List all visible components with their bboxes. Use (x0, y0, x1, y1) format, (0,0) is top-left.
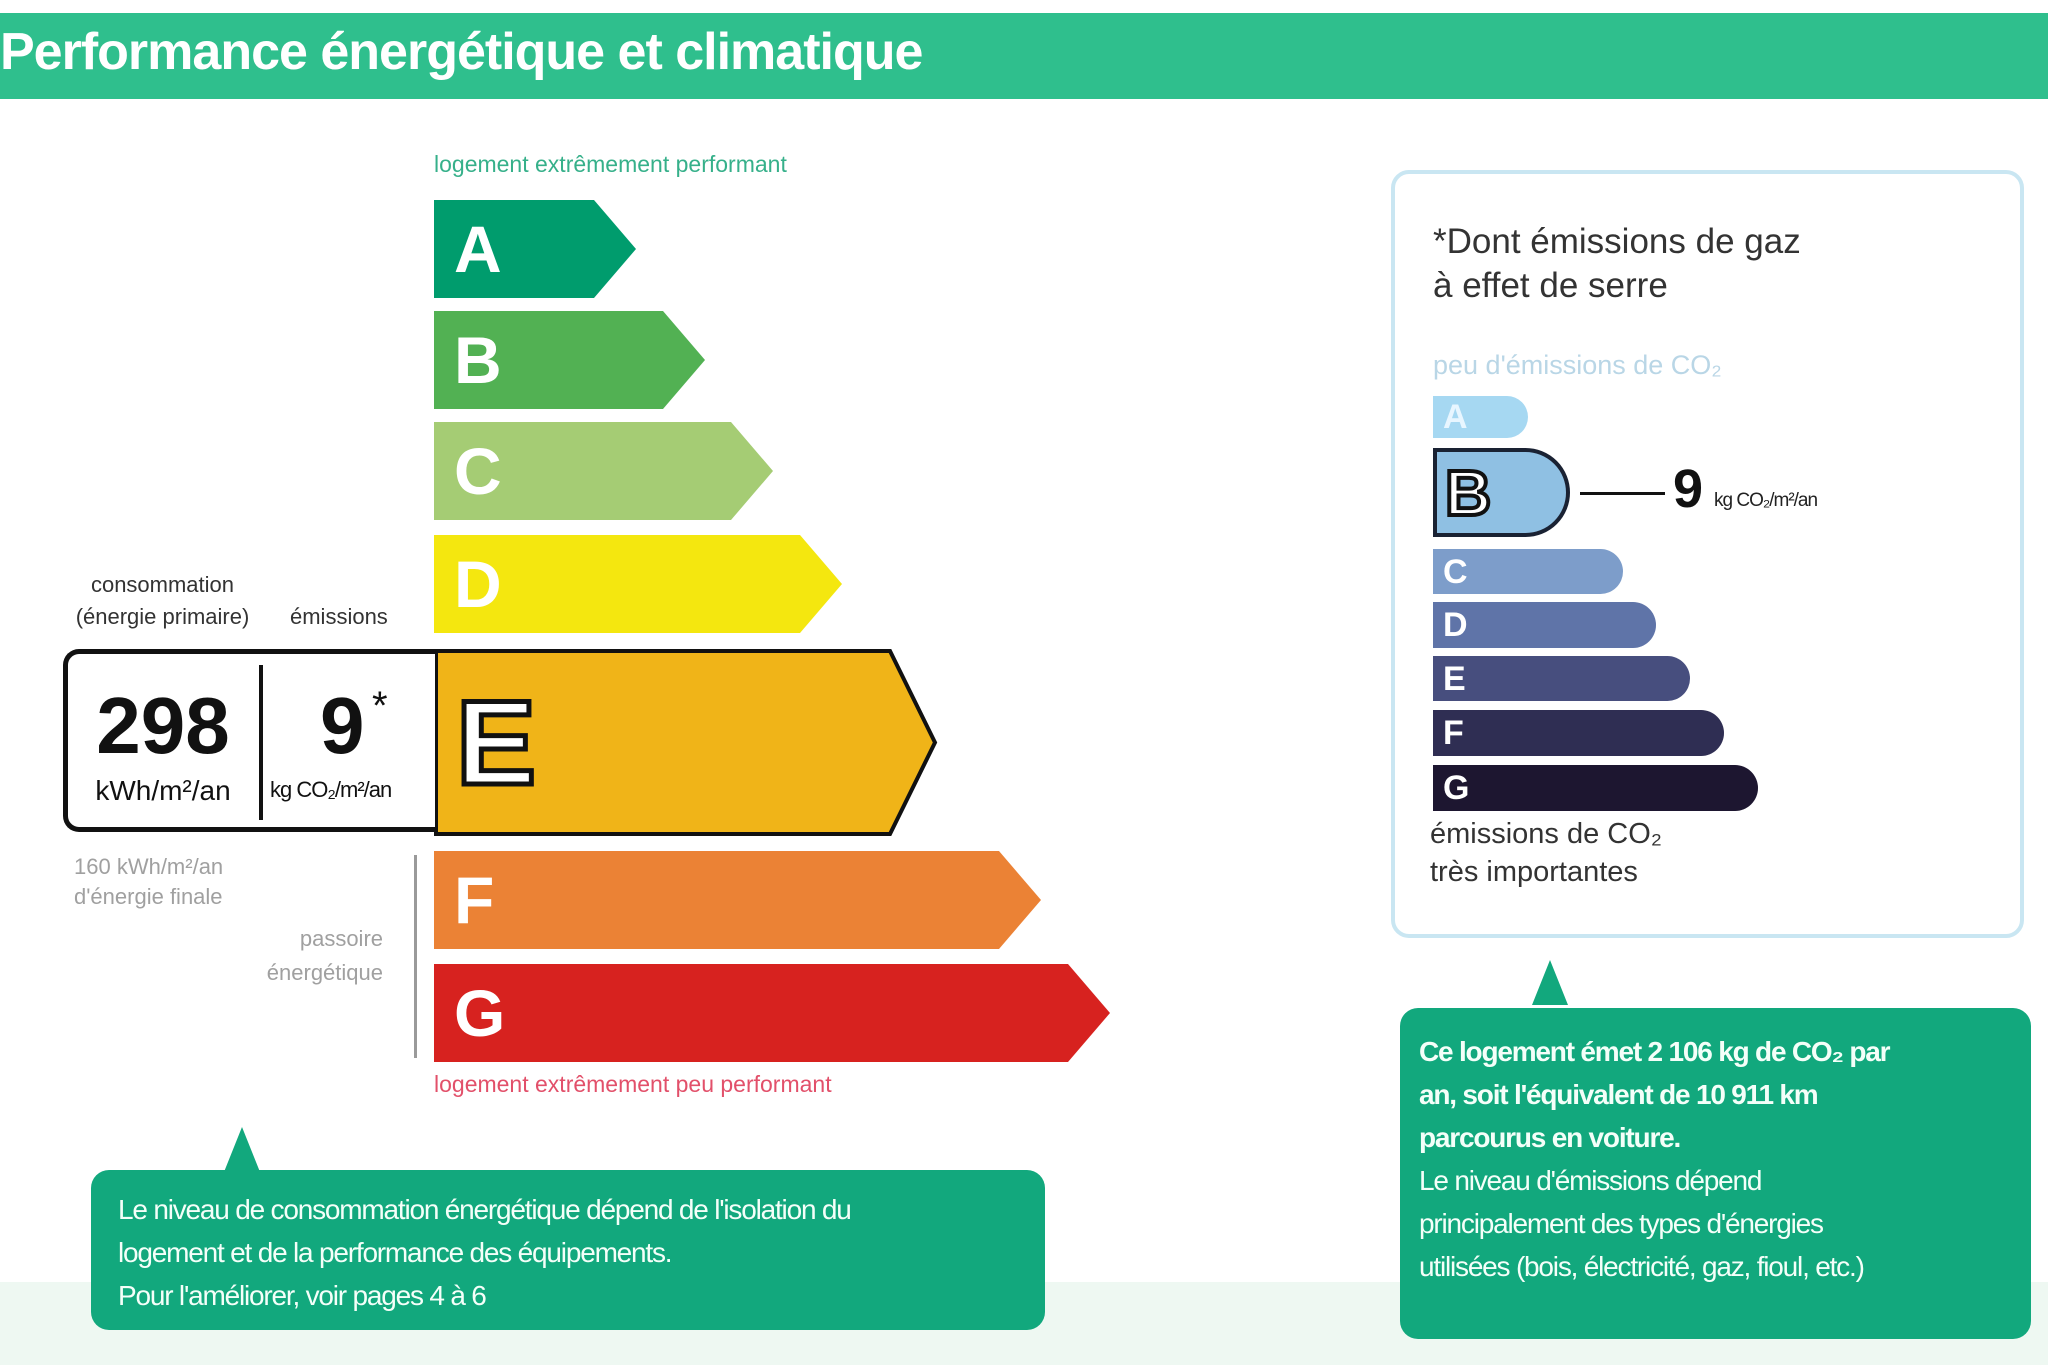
energy-class-b: B (434, 311, 705, 409)
right-callout: Ce logement émet 2 106 kg de CO₂ par an,… (1400, 1008, 2031, 1339)
ghg-class-letter: E (1443, 659, 1466, 698)
ghg-class-d: D (1433, 602, 1656, 648)
header-band (0, 13, 2048, 99)
left-callout-line: Le niveau de consommation énergétique dé… (118, 1194, 852, 1225)
energy-class-letter: G (454, 976, 506, 1050)
passoire-bracket-line (414, 855, 417, 1058)
energy-class-letter: C (454, 434, 502, 508)
emissions-unit: kg CO₂/m²/an (270, 777, 392, 802)
ghg-title-sub: à effet de serre (1433, 266, 1668, 305)
value-box (63, 649, 435, 832)
energy-class-a: A (434, 200, 636, 298)
consumption-unit: kWh/m²/an (95, 775, 231, 806)
energy-class-d: D (434, 535, 842, 633)
ghg-class-g: G (1433, 765, 1758, 811)
ghg-class-letter: G (1443, 769, 1470, 807)
energy-class-e: E (434, 649, 938, 836)
right-callout-bold-line: Ce logement émet 2 106 kg de CO₂ par (1419, 1036, 1891, 1067)
ghg-class-letter: D (1443, 606, 1468, 644)
ghg-pointer-line (1580, 492, 1665, 495)
right-callout-line: utilisées (bois, électricité, gaz, fioul… (1419, 1251, 1865, 1282)
consumption-label: consommation (90, 572, 235, 597)
ghg-bottom-label: émissions de CO₂ (1430, 818, 1663, 850)
ghg-title: *Dont émissions de gaz (1433, 222, 1801, 261)
consumption-label-sub: (énergie primaire) (75, 604, 250, 629)
ghg-class-c: C (1433, 549, 1623, 594)
energy-class-f: F (434, 851, 1041, 949)
ghg-bottom-label-sub: très importantes (1430, 856, 1638, 888)
passoire-label-sub: énergétique (266, 960, 383, 985)
consumption-value: 298 (96, 681, 230, 770)
right-callout-bold-line: an, soit l'équivalent de 10 911 km (1419, 1079, 1819, 1110)
left-callout-line: Pour l'améliorer, voir pages 4 à 6 (118, 1280, 487, 1311)
emissions-asterisk: * (372, 684, 388, 728)
final-energy-label: d'énergie finale (74, 884, 223, 909)
passoire-label: passoire (299, 926, 383, 951)
ghg-class-letter: A (1443, 398, 1468, 436)
energy-class-letter: B (454, 323, 502, 397)
ghg-class-letter: F (1443, 714, 1464, 752)
ghg-value: 9 (1673, 459, 1704, 519)
energy-class-letter: E (453, 675, 538, 810)
ghg-class-b: B (1433, 448, 1570, 537)
ghg-top-label: peu d'émissions de CO₂ (1433, 350, 1722, 380)
energy-class-letter: A (454, 212, 502, 286)
value-divider (259, 665, 263, 820)
ghg-class-e: E (1433, 656, 1690, 701)
final-energy-value: 160 kWh/m²/an (74, 854, 224, 879)
right-callout-bold-line: parcourus en voiture. (1419, 1122, 1681, 1153)
emissions-value: 9 (320, 681, 365, 770)
energy-top-label: logement extrêmement performant (434, 151, 787, 177)
ghg-class-f: F (1433, 710, 1724, 756)
right-callout-pointer (1532, 960, 1568, 1005)
energy-class-g: G (434, 964, 1110, 1062)
left-callout-line: logement et de la performance des équipe… (118, 1237, 673, 1268)
ghg-class-a: A (1433, 396, 1528, 438)
page-title: Performance énergétique et climatique (0, 23, 923, 81)
ghg-class-letter: C (1443, 552, 1468, 591)
ghg-class-letter: B (1443, 456, 1493, 529)
emissions-label: émissions (290, 604, 388, 629)
left-callout: Le niveau de consommation énergétique dé… (91, 1170, 1045, 1330)
left-callout-pointer (224, 1127, 260, 1172)
right-callout-line: Le niveau d'émissions dépend (1419, 1165, 1762, 1196)
energy-class-c: C (434, 422, 773, 520)
ghg-unit: kg CO₂/m²/an (1714, 490, 1818, 511)
right-callout-line: principalement des types d'énergies (1419, 1208, 1824, 1239)
energy-bottom-label: logement extrêmement peu performant (434, 1071, 832, 1097)
energy-class-letter: F (454, 863, 495, 937)
energy-class-letter: D (454, 547, 502, 621)
